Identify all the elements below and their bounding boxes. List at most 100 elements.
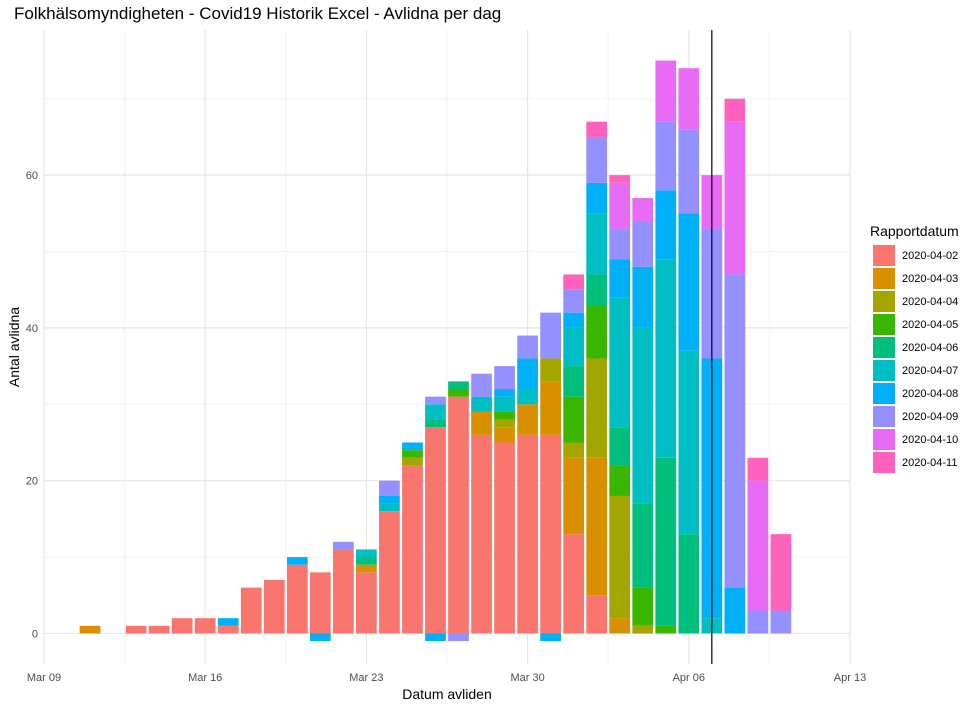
legend-swatch [873,268,895,289]
chart-title: Folkhälsomyndigheten - Covid19 Historik … [14,4,502,23]
bar-segment [379,503,400,512]
bar-segment [494,389,515,397]
bar-segment [586,457,608,596]
bar-segment [471,373,492,397]
bar-segment [448,389,469,397]
bar-segment [770,610,792,634]
bar-segment [402,465,423,634]
bar-segment [517,358,538,390]
bar-segment [632,266,654,328]
bar-segment [609,259,631,298]
bar-segment [448,381,469,390]
bar-segment [379,480,400,496]
bar-segment [724,587,746,634]
bar-segment [678,213,700,351]
y-axis-title: Antal avlidna [6,307,22,387]
bar-segment [632,198,654,221]
bar-segment [240,587,262,634]
bar-segment [655,121,677,191]
bar-segment [586,213,608,275]
bar-segment [563,396,585,443]
bar-segment [609,297,631,428]
bar-segment [425,427,446,634]
legend-title: Rapportdatum [870,223,959,239]
bar-segment [563,457,585,535]
bar-segment [563,327,585,367]
bar-segment [678,350,700,535]
bar-segment [333,549,354,634]
bar-segment [655,60,677,122]
bar-segment [217,625,239,634]
legend-label: 2020-04-06 [902,342,958,354]
bar-segment [609,465,631,496]
bar-segment [632,625,654,634]
legend: Rapportdatum 2020-04-02 2020-04-03 2020-04-… [870,223,959,473]
bar-segment [471,396,492,412]
legend-label: 2020-04-05 [902,319,958,331]
bar-segment [471,434,492,634]
bar-segment [586,358,608,458]
legend-label: 2020-04-08 [902,388,958,400]
x-tick-label: Apr 13 [834,672,866,684]
x-axis-title: Datum avliden [402,686,492,702]
bar-segment [494,442,515,634]
bar-segment [217,618,239,626]
bar-segment [655,259,677,458]
bar-segment [586,274,608,305]
bar-segment [425,419,446,428]
legend-label: 2020-04-09 [902,411,958,423]
x-tick-label: Mar 09 [27,672,61,684]
bar-segment [471,411,492,435]
bar-segment [563,442,585,458]
legend-swatch [873,291,895,312]
bar-segment [263,579,285,634]
bar-segment [770,534,792,611]
bar-segment [402,457,423,466]
legend-label: 2020-04-03 [902,273,958,285]
bar-segment [678,68,700,130]
bar-segment [655,190,677,260]
bar-segment [517,434,538,634]
bar-segment [747,457,769,481]
legend-swatch [873,360,895,381]
bar-segment [356,557,377,565]
bar-segment [655,625,677,634]
x-tick-label: Mar 16 [188,672,222,684]
bar-segment [309,572,331,634]
legend-label: 2020-04-02 [902,250,958,262]
y-tick-label: 0 [32,628,38,640]
bar-segment [632,220,654,267]
bar-segment [724,98,746,122]
y-tick-label: 60 [26,170,38,182]
bar-segment [379,511,400,634]
bar-segment [356,564,377,573]
x-tick-label: Mar 30 [510,672,544,684]
legend-label: 2020-04-07 [902,365,958,377]
bar-segment [724,274,746,588]
bar-segment [309,633,331,642]
bar-segment [448,396,469,634]
bar-segment [632,327,654,504]
bar-segment [517,389,538,405]
bar-segment [563,534,585,634]
legend-swatch [873,429,895,450]
bar-segment [724,121,746,275]
bar-segment [747,480,769,611]
x-tick-label: Mar 23 [349,672,383,684]
bar-segment [747,610,769,634]
bar-segment [194,618,216,634]
bar-segment [563,274,585,290]
legend-label: 2020-04-11 [902,457,957,469]
bar-segment [563,366,585,397]
bar-segment [517,404,538,435]
bar-segment [494,396,515,412]
bar-segment [402,450,423,458]
bar-segment [586,136,608,183]
legend-swatch [873,337,895,358]
bar-segment [540,381,561,435]
bar-segment [125,625,147,634]
bar-segment [609,228,631,260]
bar-segment [356,549,377,558]
bar-segment [148,625,170,634]
